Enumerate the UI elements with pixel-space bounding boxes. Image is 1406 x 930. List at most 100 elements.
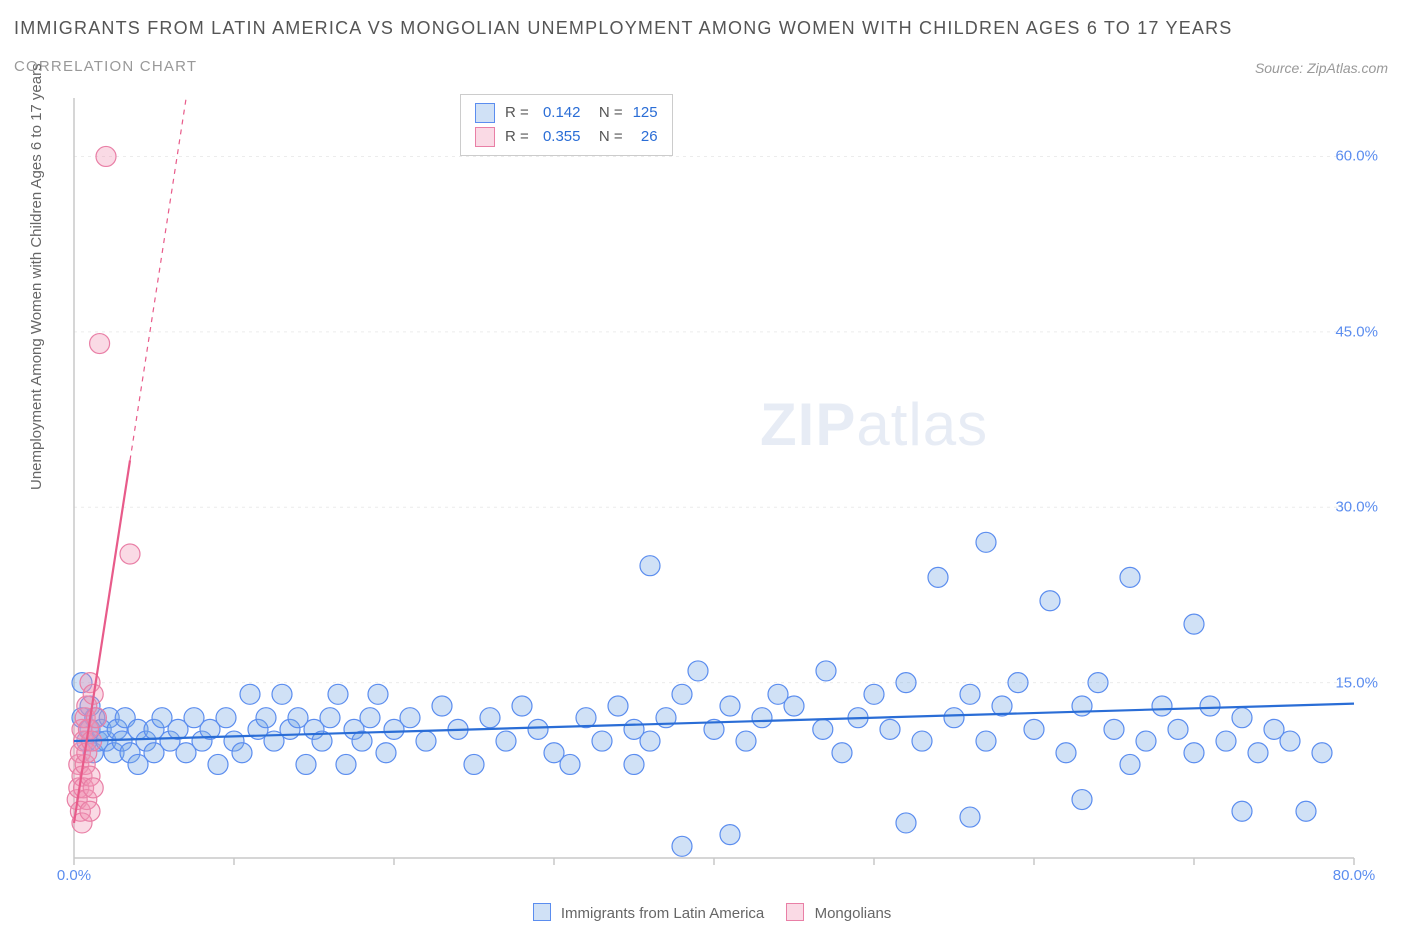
data-point: [1024, 719, 1044, 739]
data-point: [1008, 673, 1028, 693]
legend-row-mongolian: R = 0.355 N = 26: [475, 125, 658, 149]
bottom-swatch-mongolian: [786, 903, 804, 921]
data-point: [672, 836, 692, 856]
data-point: [813, 719, 833, 739]
data-point: [736, 731, 756, 751]
data-point: [208, 754, 228, 774]
data-point: [1232, 801, 1252, 821]
data-point: [360, 708, 380, 728]
x-tick-label: 80.0%: [1333, 867, 1376, 884]
data-point: [1184, 743, 1204, 763]
data-point: [720, 696, 740, 716]
data-point: [592, 731, 612, 751]
data-point: [944, 708, 964, 728]
data-point: [576, 708, 596, 728]
data-point: [400, 708, 420, 728]
n-label: N =: [590, 101, 622, 125]
data-point: [1072, 696, 1092, 716]
x-tick-label: 0.0%: [57, 867, 91, 884]
page: IMMIGRANTS FROM LATIN AMERICA VS MONGOLI…: [0, 0, 1406, 930]
data-point: [296, 754, 316, 774]
data-point: [640, 556, 660, 576]
data-point: [328, 684, 348, 704]
data-point: [1104, 719, 1124, 739]
data-point: [336, 754, 356, 774]
data-point: [232, 743, 252, 763]
data-point: [528, 719, 548, 739]
data-point: [912, 731, 932, 751]
data-point: [672, 684, 692, 704]
y-tick-label: 45.0%: [1335, 323, 1378, 340]
data-point: [752, 708, 772, 728]
data-point: [1072, 790, 1092, 810]
r-label: R =: [505, 101, 533, 125]
data-point: [720, 825, 740, 845]
data-point: [1312, 743, 1332, 763]
data-point: [896, 673, 916, 693]
data-point: [90, 334, 110, 354]
data-point: [376, 743, 396, 763]
data-point: [120, 544, 140, 564]
bottom-swatch-latin: [533, 903, 551, 921]
data-point: [464, 754, 484, 774]
legend-row-latin: R = 0.142 N = 125: [475, 101, 658, 125]
chart-area: 15.0%30.0%45.0%60.0%0.0%80.0%: [64, 88, 1384, 878]
data-point: [608, 696, 628, 716]
data-point: [216, 708, 236, 728]
data-point: [1200, 696, 1220, 716]
n-value-mongolian: 26: [641, 125, 658, 149]
data-point: [96, 146, 116, 166]
data-point: [256, 708, 276, 728]
r-label: R =: [505, 125, 533, 149]
data-point: [80, 801, 100, 821]
data-point: [928, 567, 948, 587]
data-point: [512, 696, 532, 716]
data-point: [1232, 708, 1252, 728]
data-point: [1168, 719, 1188, 739]
data-point: [320, 708, 340, 728]
data-point: [864, 684, 884, 704]
data-point: [896, 813, 916, 833]
data-point: [1184, 614, 1204, 634]
data-point: [816, 661, 836, 681]
legend-swatch-mongolian: [475, 127, 495, 147]
data-point: [480, 708, 500, 728]
data-point: [784, 696, 804, 716]
n-label: N =: [590, 125, 630, 149]
n-value-latin: 125: [633, 101, 658, 125]
data-point: [1280, 731, 1300, 751]
data-point: [1120, 567, 1140, 587]
data-point: [688, 661, 708, 681]
data-point: [1296, 801, 1316, 821]
data-point: [240, 684, 260, 704]
data-point: [960, 684, 980, 704]
data-point: [880, 719, 900, 739]
data-point: [416, 731, 436, 751]
data-point: [1216, 731, 1236, 751]
data-point: [624, 754, 644, 774]
bottom-legend: Immigrants from Latin America Mongolians: [0, 903, 1406, 922]
data-point: [1088, 673, 1108, 693]
legend-swatch-latin: [475, 103, 495, 123]
correlation-legend: R = 0.142 N = 125 R = 0.355 N = 26: [460, 94, 673, 156]
data-point: [496, 731, 516, 751]
y-tick-label: 30.0%: [1335, 499, 1378, 516]
chart-title: IMMIGRANTS FROM LATIN AMERICA VS MONGOLI…: [14, 18, 1233, 39]
scatter-chart: [64, 88, 1384, 878]
r-value-latin: 0.142: [543, 101, 581, 125]
y-tick-label: 60.0%: [1335, 148, 1378, 165]
data-point: [976, 532, 996, 552]
data-point: [832, 743, 852, 763]
data-point: [432, 696, 452, 716]
y-axis-title: Unemployment Among Women with Children A…: [28, 63, 45, 490]
bottom-label-mongolian: Mongolians: [815, 905, 892, 922]
data-point: [976, 731, 996, 751]
data-point: [960, 807, 980, 827]
data-point: [1056, 743, 1076, 763]
source-label: Source: ZipAtlas.com: [1255, 60, 1388, 76]
data-point: [640, 731, 660, 751]
data-point: [1040, 591, 1060, 611]
data-point: [1136, 731, 1156, 751]
data-point: [352, 731, 372, 751]
data-point: [1120, 754, 1140, 774]
